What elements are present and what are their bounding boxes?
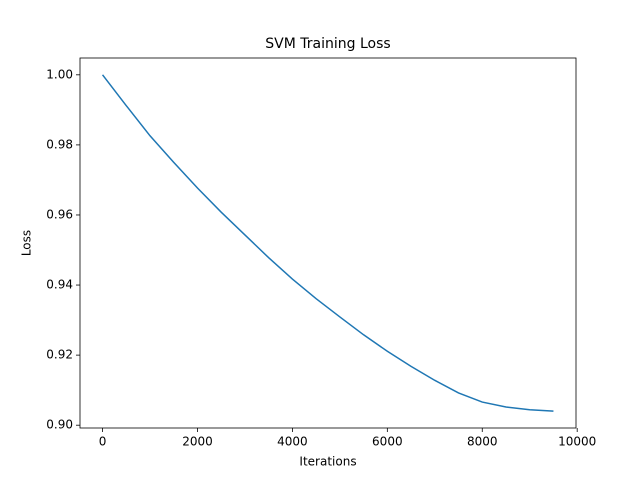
chart-title: SVM Training Loss (265, 36, 390, 52)
x-axis-label: Iterations (299, 455, 356, 469)
y-tick-label: 0.96 (46, 207, 73, 221)
x-tick-label: 0 (99, 435, 107, 449)
x-tick-label: 6000 (372, 435, 403, 449)
line-series (101, 74, 554, 412)
y-tick-label: 0.94 (46, 278, 73, 292)
x-tick-label: 10000 (558, 435, 596, 449)
x-tick-label: 4000 (277, 435, 308, 449)
x-tick-label: 2000 (182, 435, 213, 449)
y-tick-label: 0.90 (46, 418, 73, 432)
y-axis-label: Loss (20, 230, 34, 256)
x-tick-label: 8000 (467, 435, 498, 449)
y-tick-label: 1.00 (46, 67, 73, 81)
y-tick-label: 0.92 (46, 348, 73, 362)
plot-frame (79, 57, 577, 429)
y-tick-label: 0.98 (46, 137, 73, 151)
